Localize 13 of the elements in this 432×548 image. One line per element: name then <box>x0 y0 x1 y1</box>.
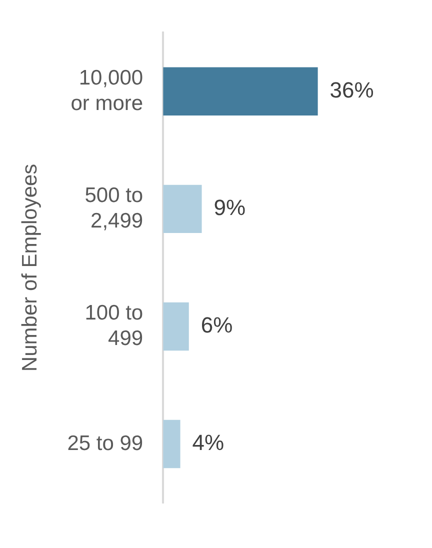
y-tick-label: 25 to 99 <box>67 432 144 455</box>
y-tick-label: 10,000 or more <box>70 66 144 115</box>
data-label: 4% <box>192 430 224 456</box>
bar <box>163 302 189 351</box>
bar <box>163 67 318 116</box>
y-axis-title: Number of Employees <box>18 164 42 372</box>
data-label: 9% <box>214 194 246 220</box>
bar <box>163 184 202 234</box>
y-tick-label: 500 to 2,499 <box>84 184 144 232</box>
bar <box>163 420 180 468</box>
y-tick-label: 100 to 499 <box>84 302 144 350</box>
data-label: 6% <box>200 312 233 338</box>
data-label: 36% <box>330 77 374 102</box>
